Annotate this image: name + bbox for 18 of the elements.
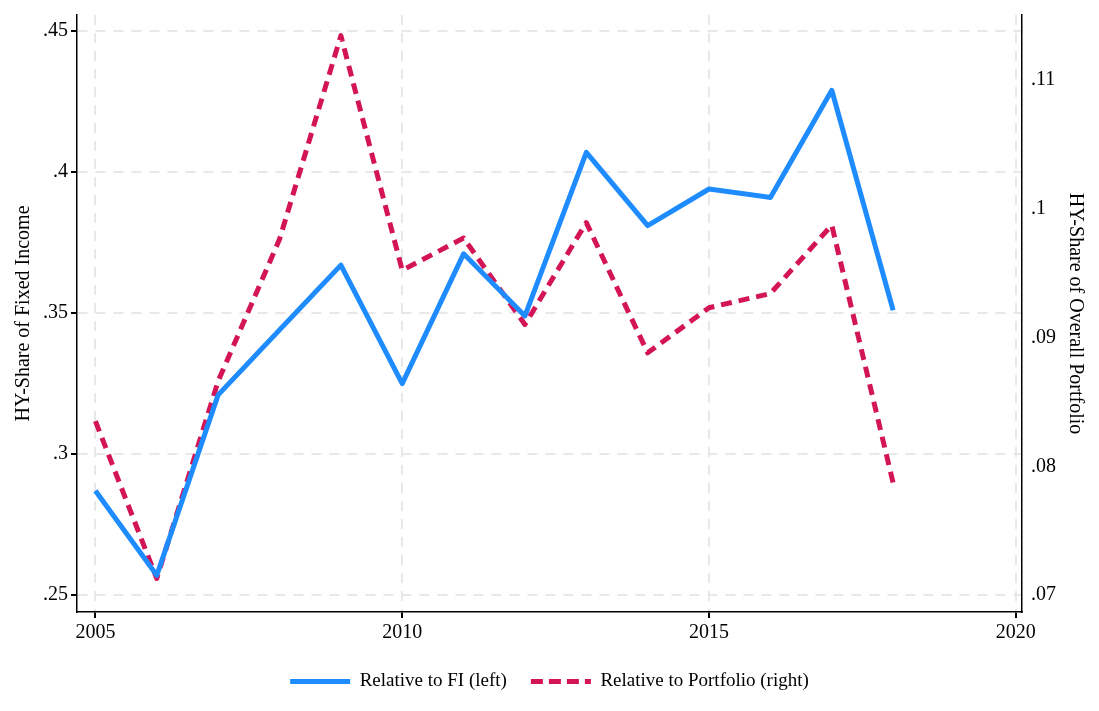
y-axis-title: HY-Share of Fixed Income <box>11 205 34 422</box>
x-tick-label: 2020 <box>995 620 1036 643</box>
y-tick-label: .3 <box>53 441 68 464</box>
y2-axis-title: HY-Share of Overall Portfolio <box>1065 192 1088 435</box>
y-tick-label: .25 <box>43 582 68 605</box>
y2-tick-label: .09 <box>1031 324 1056 347</box>
x-tick-label: 2010 <box>382 620 423 643</box>
y2-tick-label: .1 <box>1031 195 1046 218</box>
y2-tick-label: .08 <box>1031 453 1056 476</box>
y-tick-label: .35 <box>43 300 68 323</box>
y2-tick-label: .07 <box>1031 582 1056 605</box>
legend-label: Relative to FI (left) <box>359 669 507 692</box>
y-tick-label: .45 <box>43 18 68 41</box>
y2-tick-label: .11 <box>1031 66 1056 89</box>
legend-label: Relative to Portfolio (right) <box>600 669 809 692</box>
x-tick-label: 2015 <box>689 620 730 643</box>
y-tick-label: .4 <box>53 159 68 182</box>
x-tick-label: 2005 <box>75 620 116 643</box>
